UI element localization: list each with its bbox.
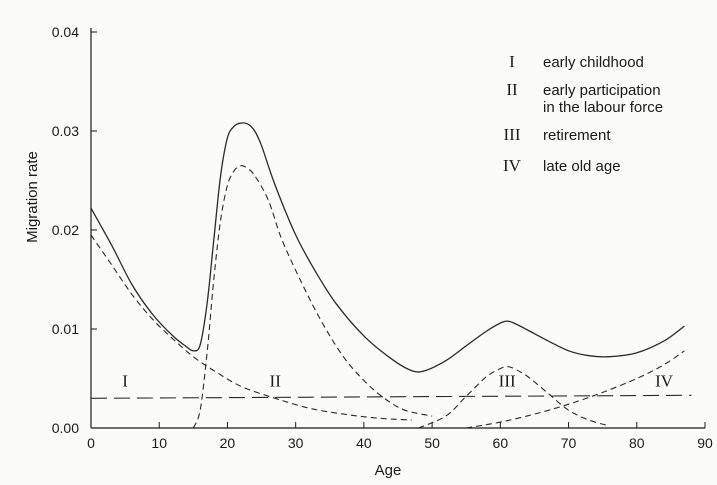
x-axis-title: Age [375,462,402,479]
legend-numeral: I [509,52,515,71]
x-tick-label: 0 [87,435,95,451]
region-label: III [499,371,516,390]
y-tick-label: 0.01 [52,321,79,337]
x-tick-label: 90 [697,435,713,451]
y-tick-label: 0.00 [52,420,79,436]
legend-item: IV late old age [503,156,621,175]
component-curve-1 [90,234,412,421]
x-tick-label: 70 [561,435,577,451]
y-axis-title: Migration rate [24,151,41,243]
legend-label: early participation [543,82,661,99]
ticks-layer: 0 10 20 30 40 50 60 70 80 90 0.00 0.01 0.02 0.03 0.04 [52,24,713,451]
region-label: IV [655,371,674,390]
axes-layer [90,28,705,429]
legend-label: early childhood [543,54,644,71]
x-tick-label: 40 [356,435,372,451]
legend-item: III retirement [504,125,612,144]
x-tick-label: 50 [424,435,440,451]
curves-layer [90,122,692,429]
legend-label: retirement [543,127,611,144]
x-tick-label: 20 [220,435,236,451]
region-label: II [270,371,282,390]
region-labels-layer: I II III IV [122,371,673,390]
component-curve-3 [418,366,610,429]
x-tick-label: 60 [493,435,509,451]
component-curve-4 [466,350,685,429]
legend-numeral: II [506,80,518,99]
total-migration-curve [90,122,685,373]
legend-numeral: IV [503,156,522,175]
region-label: I [122,371,128,390]
component-curve-5 [90,394,692,399]
legend-label: late old age [543,158,621,175]
component-curve-2 [192,165,433,429]
y-tick-label: 0.04 [52,24,79,40]
y-tick-label: 0.03 [52,123,79,139]
x-tick-label: 10 [151,435,167,451]
legend-numeral: III [504,125,521,144]
legend-label: in the labour force [543,99,663,116]
x-tick-label: 30 [288,435,304,451]
x-tick-label: 80 [629,435,645,451]
y-tick-label: 0.02 [52,222,79,238]
